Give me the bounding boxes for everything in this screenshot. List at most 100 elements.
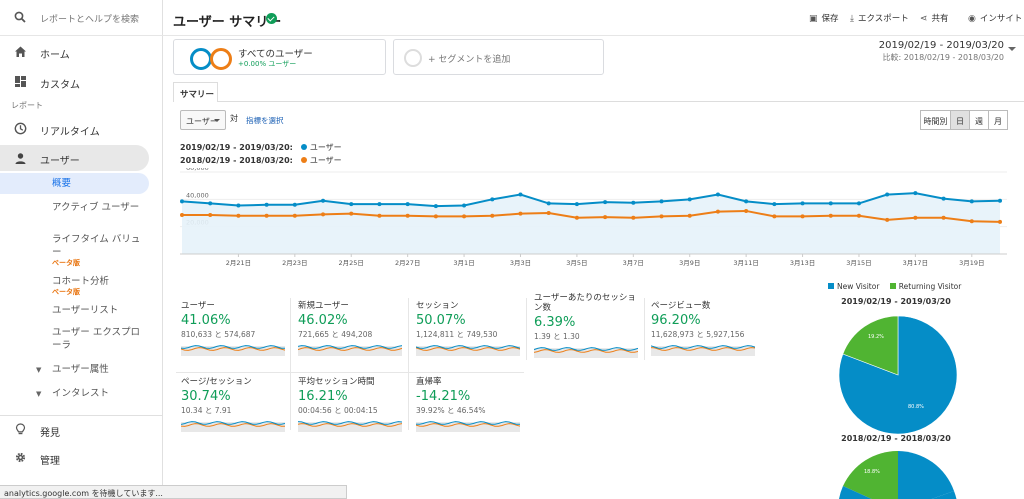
sparkline-area — [416, 422, 520, 432]
legend-swatch-new — [828, 283, 834, 289]
sidebar-subitem-user-explorer[interactable]: ユーザー エクスプローラ — [52, 326, 144, 352]
legend-series-name: ユーザー — [309, 156, 342, 165]
data-point-compare — [433, 214, 438, 219]
export-button[interactable]: ⤓ エクスポート — [850, 12, 909, 24]
sidebar-subitem-label: ユーザーリスト — [52, 305, 119, 316]
data-point-compare — [377, 213, 382, 218]
share-button[interactable]: ⋖ 共有 — [920, 12, 949, 24]
scorecard-value: 30.74% — [181, 389, 231, 404]
segment-ring-compare — [210, 48, 232, 70]
gear-icon — [15, 452, 26, 463]
scorecard-bounce-rate[interactable]: 直帰率 -14.21% 39.92% と 46.54% — [416, 377, 524, 432]
sidebar-item-realtime[interactable]: リアルタイム — [0, 115, 163, 143]
home-icon — [15, 46, 26, 57]
sparkline — [181, 421, 285, 432]
sidebar-subitem-user-list[interactable]: ユーザーリスト — [52, 304, 144, 317]
data-point-compare — [659, 214, 664, 219]
sparkline — [534, 347, 638, 358]
data-point-primary — [800, 201, 805, 206]
granularity-day[interactable]: 日 — [950, 110, 970, 130]
legend-period: 2018/02/19 - 2018/03/20: — [180, 156, 293, 165]
sidebar-item-label: ユーザー — [40, 156, 80, 167]
data-point-primary — [772, 202, 777, 207]
segment-name: すべてのユーザー — [238, 49, 313, 60]
granularity-week[interactable]: 週 — [969, 110, 989, 130]
scorecard-new-users[interactable]: 新規ユーザー 46.02% 721,665 と 494,208 — [298, 301, 406, 356]
data-point-primary — [321, 198, 326, 203]
data-point-compare — [715, 209, 720, 214]
data-point-primary — [913, 191, 918, 196]
data-point-compare — [264, 213, 269, 218]
series-line-primary — [181, 192, 1001, 208]
data-point-primary — [828, 201, 833, 206]
scorecard-label: ページビュー数 — [651, 301, 711, 311]
date-range-picker[interactable]: 2019/02/19 - 2019/03/20 比較: 2018/02/19 -… — [879, 40, 1004, 63]
add-segment-button[interactable]: + セグメントを追加 — [393, 39, 604, 75]
scorecard-divider — [526, 298, 527, 360]
scorecard-divider — [176, 372, 524, 373]
sidebar-subitem-lifetime-value[interactable]: ライフタイム バリュー ベータ版 — [52, 233, 144, 268]
scorecard-divider — [408, 298, 409, 430]
sidebar-subitem-overview[interactable]: 概要 — [0, 173, 149, 194]
sidebar-item-custom[interactable]: カスタム — [0, 68, 163, 96]
sparkline-area — [298, 422, 402, 432]
segment-all-users[interactable]: すべてのユーザー +0.00% ユーザー — [173, 39, 386, 75]
data-point-primary — [180, 199, 184, 204]
data-point-primary — [236, 203, 241, 208]
sidebar-item-discover[interactable]: 発見 — [0, 416, 163, 444]
data-point-primary — [969, 199, 974, 204]
dashboard-icon — [15, 76, 26, 87]
data-point-compare — [913, 215, 918, 220]
save-button[interactable]: ▣ 保存 — [809, 12, 839, 24]
insight-button[interactable]: ◉ インサイト — [968, 12, 1022, 24]
sidebar-subitem-label: アクティブ ユーザー — [52, 202, 140, 213]
pick-metric-link[interactable]: 指標を選択 — [246, 116, 284, 125]
insight-label: インサイト — [979, 14, 1023, 24]
caret-down-icon: ▼ — [36, 366, 42, 374]
legend-new-visitor: New Visitor — [837, 282, 880, 291]
sidebar-item-users[interactable]: ユーザー — [0, 145, 149, 171]
tab-summary[interactable]: サマリー — [173, 82, 218, 102]
granularity-month[interactable]: 月 — [988, 110, 1008, 130]
scorecard-sessions-per-user[interactable]: ユーザーあたりのセッション数 6.39% 1.39 と 1.30 — [534, 293, 642, 358]
x-tick-label: 3月5日 — [566, 259, 587, 267]
scorecard-compare: 721,665 と 494,208 — [298, 330, 373, 339]
sparkline — [416, 421, 520, 432]
pie-slice-new-visitor — [839, 486, 957, 499]
chart-legend-compare: 2018/02/19 - 2018/03/20: ユーザー — [180, 155, 342, 166]
sidebar-subitem-active-users[interactable]: アクティブ ユーザー — [52, 201, 144, 214]
sidebar-item-home[interactable]: ホーム — [0, 38, 163, 66]
legend-dot-compare — [300, 157, 307, 163]
versus-label: 対 — [230, 114, 238, 123]
report-header: ユーザー サマリー ▣ 保存 ⤓ エクスポート ⋖ 共有 ◉ インサイト — [163, 0, 1024, 36]
sidebar-item-interests[interactable]: ▼ インタレスト — [36, 385, 109, 399]
chevron-down-icon[interactable] — [1008, 47, 1016, 51]
search-placeholder: レポートとヘルプを検索 — [40, 15, 140, 25]
data-point-compare — [405, 213, 410, 218]
legend-series-name: ユーザー — [309, 143, 342, 152]
sidebar-subitem-cohort[interactable]: コホート分析 ベータ版 — [52, 275, 144, 297]
scorecard-pages-per-session[interactable]: ページ/セッション 30.74% 10.34 と 7.91 — [181, 377, 289, 432]
lightbulb-icon — [15, 423, 26, 435]
data-point-compare — [603, 215, 608, 220]
x-tick-label: 2月27日 — [395, 259, 420, 267]
metric-select[interactable]: ユーザー — [180, 110, 226, 130]
scorecard-pageviews[interactable]: ページビュー数 96.20% 11,628,973 と 5,927,156 — [651, 301, 759, 356]
scorecard-avg-session-duration[interactable]: 平均セッション時間 16.21% 00:04:56 と 00:04:15 — [298, 377, 406, 432]
sparkline — [416, 345, 520, 356]
add-segment-ring-icon — [404, 49, 422, 67]
data-point-compare — [885, 217, 890, 222]
beta-badge: ベータ版 — [52, 259, 80, 267]
sidebar-item-user-attributes[interactable]: ▼ ユーザー属性 — [36, 361, 109, 375]
granularity-hourly[interactable]: 時間別 — [920, 110, 951, 130]
sparkline-compare — [298, 423, 402, 427]
legend-swatch-returning — [889, 283, 896, 289]
pie-chart-current: 80.8% 19.2% — [838, 315, 958, 435]
sparkline-compare — [181, 423, 285, 427]
sidebar-search[interactable]: レポートとヘルプを検索 — [0, 0, 163, 36]
data-point-primary — [405, 202, 410, 207]
scorecard-users[interactable]: ユーザー 41.06% 810,633 と 574,687 — [181, 301, 289, 356]
scorecard-sessions[interactable]: セッション 50.07% 1,124,811 と 749,530 — [416, 301, 524, 356]
scorecard-value: 16.21% — [298, 389, 348, 404]
sidebar-item-admin[interactable]: 管理 — [0, 444, 163, 472]
